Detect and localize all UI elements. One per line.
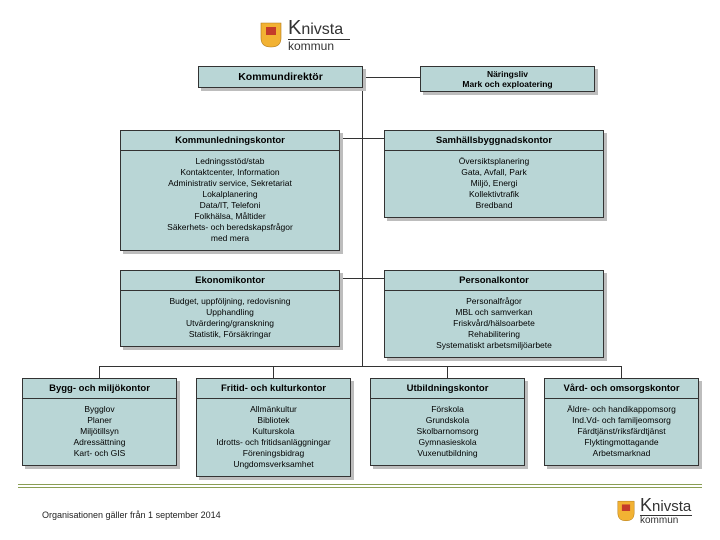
- node-title: Bygg- och miljökontor: [23, 379, 176, 399]
- node-title: Ekonomikontor: [121, 271, 339, 291]
- node-body: Äldre- och handikappomsorg Ind.Vd- och f…: [545, 399, 698, 465]
- connector: [340, 138, 362, 139]
- connector: [447, 366, 448, 378]
- footnote: Organisationen gäller från 1 september 2…: [42, 510, 221, 520]
- logo-top: Knivsta kommun: [260, 18, 350, 52]
- node-title: Kommundirektör: [199, 67, 362, 87]
- node-body: Allmänkultur Bibliotek Kulturskola Idrot…: [197, 399, 350, 476]
- node-body: Ledningsstöd/stab Kontaktcenter, Informa…: [121, 151, 339, 250]
- node-body: Förskola Grundskola Skolbarnomsorg Gymna…: [371, 399, 524, 465]
- logo-text-top: Knivsta: [288, 18, 350, 38]
- node-personalkontor: Personalkontor Personalfrågor MBL och sa…: [384, 270, 604, 358]
- shield-icon: [260, 22, 282, 48]
- node-title: Utbildningskontor: [371, 379, 524, 399]
- node-body: Bygglov Planer Miljötillsyn Adressättnin…: [23, 399, 176, 465]
- connector: [363, 77, 420, 78]
- connector: [362, 278, 384, 279]
- connector: [273, 366, 274, 378]
- node-utbildningskontor: Utbildningskontor Förskola Grundskola Sk…: [370, 378, 525, 466]
- node-title: Personalkontor: [385, 271, 603, 291]
- node-ekonomikontor: Ekonomikontor Budget, uppföljning, redov…: [120, 270, 340, 347]
- logo-bottom-word2: kommun: [640, 516, 692, 526]
- logo-word-1: nivsta: [301, 21, 343, 38]
- node-body: Personalfrågor MBL och samverkan Friskvå…: [385, 291, 603, 357]
- node-fritid-kulturkontor: Fritid- och kulturkontor Allmänkultur Bi…: [196, 378, 351, 477]
- node-title: Kommunledningskontor: [121, 131, 339, 151]
- node-title: Vård- och omsorgskontor: [545, 379, 698, 399]
- node-kommunledningskontor: Kommunledningskontor Ledningsstöd/stab K…: [120, 130, 340, 251]
- node-samhallsbyggnadskontor: Samhällsbyggnadskontor Översiktsplanerin…: [384, 130, 604, 218]
- connector: [362, 88, 363, 366]
- org-chart: Kommundirektör Näringsliv Mark och explo…: [0, 66, 720, 458]
- shield-icon: [617, 500, 635, 522]
- separator-line: [18, 484, 702, 485]
- node-vard-omsorgskontor: Vård- och omsorgskontor Äldre- och handi…: [544, 378, 699, 466]
- node-naringsliv: Näringsliv Mark och exploatering: [420, 66, 595, 92]
- connector: [621, 366, 622, 378]
- node-bygg-miljokontor: Bygg- och miljökontor Bygglov Planer Mil…: [22, 378, 177, 466]
- node-title: Näringsliv Mark och exploatering: [421, 67, 594, 91]
- node-title: Samhällsbyggnadskontor: [385, 131, 603, 151]
- node-title: Fritid- och kulturkontor: [197, 379, 350, 399]
- node-kommundirektor: Kommundirektör: [198, 66, 363, 88]
- logo-bottom: Knivsta kommun: [617, 496, 692, 526]
- connector: [362, 138, 384, 139]
- connector: [99, 366, 622, 367]
- logo-bottom-word1: Knivsta: [640, 496, 692, 514]
- node-body: Översiktsplanering Gata, Avfall, Park Mi…: [385, 151, 603, 217]
- node-body: Budget, uppföljning, redovisning Upphand…: [121, 291, 339, 346]
- connector: [340, 278, 362, 279]
- connector: [99, 366, 100, 378]
- logo-text-bottom: kommun: [288, 40, 350, 52]
